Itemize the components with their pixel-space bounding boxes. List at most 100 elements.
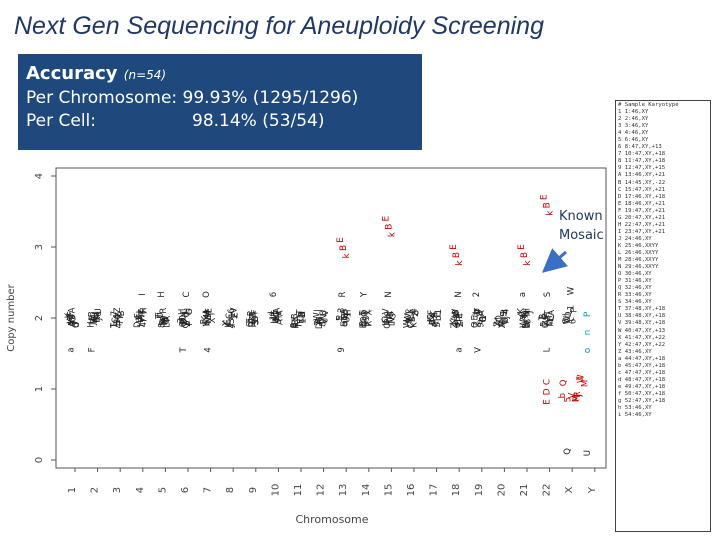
sample-marker: 4 (386, 311, 396, 316)
sample-marker: F (250, 309, 260, 314)
gain-marker: E (540, 194, 550, 200)
sample-marker: S (433, 322, 443, 327)
x-tick-label: 9 (248, 487, 259, 493)
sample-marker: 8 (358, 321, 368, 326)
sample-marker: E (454, 321, 464, 326)
sample-marker: J (94, 318, 104, 322)
sample-marker: T (271, 310, 281, 317)
sample-marker: a (454, 347, 464, 352)
sample-marker: 9 (476, 322, 486, 327)
sample-marker: O (564, 311, 574, 318)
legend-item: M 28:46,XXYY (618, 257, 659, 264)
sample-marker: R (365, 321, 375, 327)
sample-marker: 4 (270, 316, 280, 321)
sample-marker: 8 (341, 313, 351, 318)
sample-marker: Y (203, 320, 213, 327)
y-chrom-marker: 5 (563, 397, 573, 402)
sample-marker: D (248, 320, 258, 327)
sample-marker: P (456, 317, 466, 322)
sample-marker: K (90, 318, 100, 324)
legend-item: 5 6:46,XY (618, 137, 649, 144)
sample-marker: d (94, 311, 104, 316)
sample-marker: E (316, 319, 326, 324)
per-chromosome-value: 99.93% (1295/1296) (182, 88, 359, 108)
sample-marker: a (518, 315, 528, 320)
sample-marker: 7 (66, 313, 76, 318)
sample-marker: 6 (113, 314, 123, 319)
x-axis-label: Chromosome (295, 513, 368, 526)
sample-marker: 7 (538, 316, 548, 321)
sample-marker: R (291, 319, 301, 325)
sample-marker: U (501, 317, 511, 323)
legend-item: S 34:46,XY (618, 299, 652, 306)
sample-marker: b (203, 321, 213, 326)
sample-marker: 4 (273, 318, 283, 323)
sample-marker: 5 (427, 315, 437, 320)
legend-item: 3 3:46,XY (618, 123, 649, 130)
sample-marker: 5 (69, 315, 79, 320)
sample-marker: I (224, 323, 234, 326)
sample-marker: 4 (204, 347, 214, 352)
y-chrom-marker: W (576, 374, 586, 383)
sample-marker: T (474, 307, 484, 314)
gain-marker: E (449, 244, 459, 250)
x-tick-label: 6 (180, 487, 191, 493)
sample-marker: V (387, 316, 397, 322)
sample-marker: K (409, 322, 419, 328)
gain-marker: E (381, 215, 391, 221)
sample-marker: R (338, 292, 348, 298)
sample-marker: G (273, 311, 283, 318)
legend-item: 1 1:46,XY (618, 109, 649, 116)
sample-marker: V (473, 347, 483, 353)
sample-marker: V (319, 318, 329, 324)
legend-item: U 38:48,XY,+18 (618, 313, 666, 320)
sample-marker: K (64, 312, 74, 318)
loss-marker: C (543, 379, 553, 385)
sample-marker: 7 (110, 311, 120, 316)
y-chrom-marker: Q (559, 379, 569, 386)
sample-marker: L (163, 323, 173, 328)
legend-item: 4 4:46,XY (618, 130, 649, 137)
gain-marker: k (546, 210, 556, 216)
x-tick-label: 21 (519, 484, 530, 497)
sample-marker: 4 (409, 308, 419, 313)
sample-marker: A (273, 307, 283, 313)
sample-marker: L (388, 321, 398, 326)
sample-marker: T (315, 319, 325, 326)
sample-marker: d (72, 322, 82, 327)
sample-marker: 4 (456, 313, 466, 318)
sample-marker: 6 (453, 323, 463, 328)
sample-marker: C (407, 322, 417, 328)
sample-marker: D (180, 318, 190, 325)
sample-marker: W (451, 308, 461, 317)
sample-marker: O (341, 317, 351, 324)
sample-marker: W (522, 319, 532, 328)
sample-marker: H (177, 309, 187, 315)
legend-item: L 26:46,XXYY (618, 249, 659, 256)
sample-marker: U (94, 308, 104, 314)
sample-marker: O (296, 314, 306, 321)
sample-marker: 3 (500, 309, 510, 314)
y-chrom-marker: F (574, 392, 584, 397)
sample-marker: T (343, 311, 353, 318)
sample-marker: b (523, 323, 533, 328)
sample-marker: d (452, 312, 462, 317)
sample-marker: a (66, 347, 76, 352)
sample-marker: D (159, 319, 169, 326)
sample-marker: S (362, 316, 372, 321)
sample-marker: F (154, 312, 164, 317)
sample-marker: M (204, 311, 214, 318)
sample-marker: Y (475, 308, 485, 315)
sample-marker: D (251, 315, 261, 322)
sample-marker: 4 (114, 323, 124, 328)
sample-marker: J (562, 313, 572, 317)
sample-marker: B (522, 323, 532, 329)
sample-marker: S (500, 311, 510, 316)
legend-item: R 33:46,XY (618, 292, 652, 299)
x-tick-label: 14 (361, 484, 372, 497)
sample-marker: D (133, 321, 143, 328)
sample-marker: T (179, 347, 189, 354)
sample-marker: O (202, 291, 212, 298)
sample-marker: d (428, 320, 438, 325)
